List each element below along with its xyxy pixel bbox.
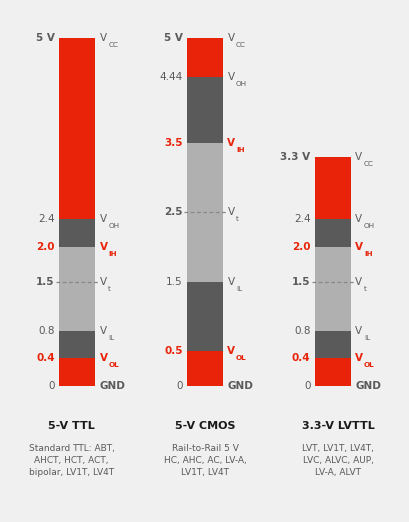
Text: 3.5: 3.5 (164, 138, 182, 148)
Text: Standard TTL: ABT,
AHCT, HCT, ACT,
bipolar, LV1T, LV4T: Standard TTL: ABT, AHCT, HCT, ACT, bipol… (29, 444, 115, 477)
Text: 2.5: 2.5 (164, 207, 182, 217)
Text: Rail-to-Rail 5 V
HC, AHC, AC, LV-A,
LV1T, LV4T: Rail-to-Rail 5 V HC, AHC, AC, LV-A, LV1T… (163, 444, 246, 477)
Text: GND: GND (227, 381, 253, 392)
Text: V: V (99, 214, 106, 224)
Text: IH: IH (236, 147, 244, 152)
Text: CC: CC (108, 42, 118, 48)
Text: OL: OL (236, 355, 246, 361)
Text: V: V (99, 277, 106, 287)
Text: V: V (355, 326, 362, 336)
Text: 1.5: 1.5 (291, 277, 310, 287)
Text: IL: IL (236, 286, 242, 292)
Text: 2.4: 2.4 (38, 214, 54, 224)
Text: 5 V: 5 V (163, 33, 182, 43)
Bar (315, 157, 350, 219)
Bar (59, 359, 94, 386)
Bar (187, 143, 222, 282)
Text: IH: IH (363, 251, 372, 257)
Bar (315, 247, 350, 330)
Text: V: V (227, 33, 234, 43)
Text: V: V (355, 214, 362, 224)
Text: 2.0: 2.0 (36, 242, 54, 252)
Text: IH: IH (108, 251, 117, 257)
Text: OL: OL (108, 362, 119, 369)
Text: 5-V CMOS: 5-V CMOS (174, 421, 235, 431)
Text: V: V (227, 347, 235, 357)
Text: 0.8: 0.8 (38, 326, 54, 336)
Text: GND: GND (355, 381, 380, 392)
Text: CC: CC (363, 161, 373, 167)
Text: OH: OH (108, 223, 119, 229)
Text: t: t (108, 286, 111, 292)
Text: V: V (355, 242, 362, 252)
Text: V: V (99, 353, 107, 363)
Text: 3.3 V: 3.3 V (280, 151, 310, 162)
Text: 5-V TTL: 5-V TTL (48, 421, 95, 431)
Text: V: V (99, 326, 106, 336)
Text: V: V (227, 72, 234, 82)
Text: CC: CC (236, 42, 245, 48)
Text: OH: OH (236, 81, 247, 87)
Bar (59, 330, 94, 359)
Bar (187, 38, 222, 77)
Text: 5 V: 5 V (36, 33, 54, 43)
Text: 2.4: 2.4 (293, 214, 310, 224)
Text: V: V (227, 138, 235, 148)
Text: t: t (363, 286, 366, 292)
Text: t: t (236, 216, 238, 222)
Text: OL: OL (363, 362, 374, 369)
Text: IL: IL (363, 335, 369, 340)
Bar (59, 38, 94, 219)
Bar (315, 359, 350, 386)
Text: V: V (227, 207, 234, 217)
Text: V: V (355, 353, 362, 363)
Text: 0: 0 (175, 381, 182, 392)
Text: GND: GND (99, 381, 125, 392)
Bar (187, 351, 222, 386)
Text: LVT, LV1T, LV4T,
LVC, ALVC, AUP,
LV-A, ALVT: LVT, LV1T, LV4T, LVC, ALVC, AUP, LV-A, A… (301, 444, 373, 477)
Text: V: V (355, 151, 362, 162)
Text: 0.5: 0.5 (164, 347, 182, 357)
Text: IL: IL (108, 335, 114, 340)
Bar (187, 282, 222, 351)
Text: V: V (99, 33, 106, 43)
Bar (315, 219, 350, 247)
Bar (59, 219, 94, 247)
Text: 0.4: 0.4 (291, 353, 310, 363)
Text: V: V (355, 277, 362, 287)
Text: 0.4: 0.4 (36, 353, 54, 363)
Text: V: V (227, 277, 234, 287)
Text: V: V (99, 242, 107, 252)
Text: OH: OH (363, 223, 374, 229)
Bar (187, 77, 222, 143)
Text: 3.3-V LVTTL: 3.3-V LVTTL (301, 421, 374, 431)
Text: 4.44: 4.44 (159, 72, 182, 82)
Text: 0: 0 (303, 381, 310, 392)
Text: 1.5: 1.5 (36, 277, 54, 287)
Bar (315, 330, 350, 359)
Text: 2.0: 2.0 (291, 242, 310, 252)
Text: 0: 0 (48, 381, 54, 392)
Bar (59, 247, 94, 330)
Text: 1.5: 1.5 (166, 277, 182, 287)
Text: 0.8: 0.8 (293, 326, 310, 336)
